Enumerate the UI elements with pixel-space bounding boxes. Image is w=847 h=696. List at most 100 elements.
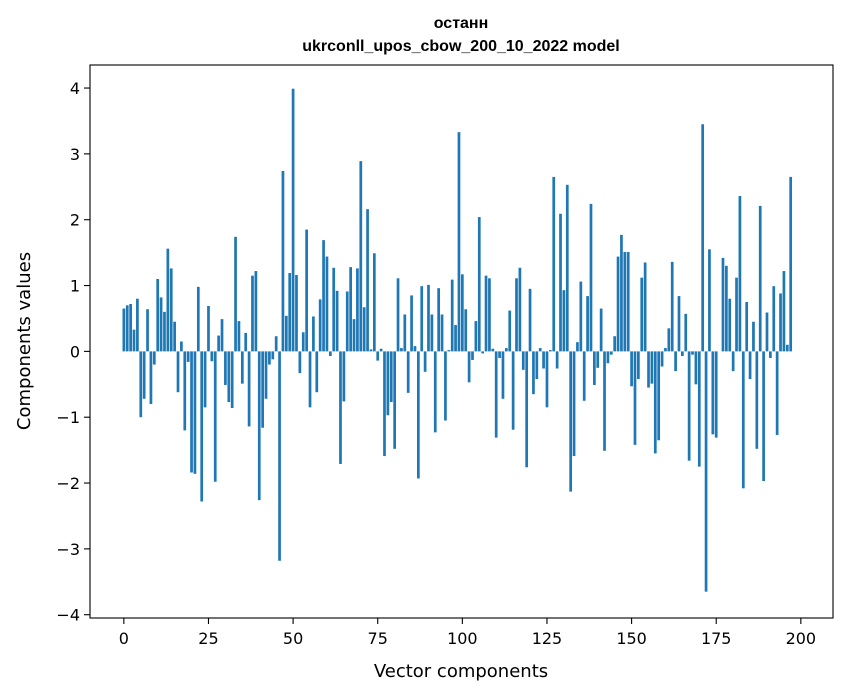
bar-104 (474, 321, 478, 352)
bar-95 (444, 351, 447, 421)
bar-41 (261, 351, 264, 428)
bar-138 (589, 203, 593, 352)
bar-148 (623, 251, 627, 352)
x-tick-label-100: 100 (447, 629, 478, 648)
bar-119 (525, 351, 529, 468)
bar-164 (677, 296, 681, 352)
bar-120 (528, 288, 532, 352)
bar-69 (356, 268, 359, 352)
bar-43 (268, 351, 271, 365)
bar-162 (670, 261, 674, 352)
bar-39 (254, 271, 258, 352)
bar-78 (386, 351, 390, 416)
bar-97 (450, 279, 454, 352)
bar-89 (423, 351, 427, 372)
bar-167 (687, 351, 691, 461)
bar-77 (383, 351, 386, 457)
bars-group (122, 88, 793, 592)
bar-180 (731, 351, 735, 372)
x-axis-label: Vector components (374, 661, 548, 682)
bar-150 (630, 351, 633, 387)
bar-7 (146, 309, 149, 352)
bar-24 (203, 351, 207, 408)
bar-130 (562, 290, 566, 352)
bar-28 (217, 335, 220, 352)
bar-166 (684, 313, 688, 352)
bar-177 (721, 257, 725, 352)
bar-90 (427, 284, 430, 352)
bar-36 (244, 332, 248, 352)
y-tick-label-0: 0 (70, 342, 80, 361)
y-tick-label-2: 2 (70, 211, 80, 230)
bar-30 (224, 351, 227, 385)
bar-88 (420, 286, 424, 352)
bar-186 (752, 321, 755, 352)
bar-147 (620, 234, 623, 352)
bar-155 (647, 351, 650, 388)
bar-85 (410, 295, 413, 352)
x-tick-label-150: 150 (616, 629, 647, 648)
bar-74 (372, 253, 376, 352)
bar-51 (295, 275, 298, 352)
bar-109 (491, 348, 495, 352)
bar-29 (220, 319, 224, 352)
bar-100 (460, 274, 464, 352)
bar-160 (664, 348, 667, 352)
bar-63 (335, 290, 339, 352)
bar-44 (271, 351, 275, 360)
bar-179 (728, 298, 732, 352)
bar-146 (616, 256, 620, 352)
bar-70 (359, 161, 363, 352)
bar-26 (210, 351, 214, 362)
bar-102 (467, 351, 471, 383)
bar-169 (694, 351, 698, 385)
bar-58 (318, 299, 322, 352)
bar-82 (400, 348, 403, 352)
bar-129 (559, 213, 562, 352)
bar-96 (447, 350, 451, 352)
bar-4 (136, 298, 139, 352)
bar-112 (501, 351, 505, 399)
bar-18 (183, 351, 187, 431)
y-tick-label-1: 1 (70, 277, 80, 296)
bar-11 (159, 297, 163, 352)
x-tick-label-125: 125 (532, 629, 563, 648)
bar-34 (237, 321, 241, 352)
bar-117 (518, 267, 522, 352)
bar-185 (748, 351, 752, 380)
bar-114 (508, 310, 512, 352)
bar-0 (122, 308, 126, 352)
bar-152 (637, 351, 640, 380)
bar-92 (433, 351, 437, 433)
bar-189 (762, 351, 765, 482)
bar-47 (281, 170, 285, 352)
y-tick-label-3: 3 (70, 145, 80, 164)
bar-133 (572, 351, 576, 457)
bar-136 (582, 351, 586, 401)
bar-192 (772, 286, 776, 352)
bar-55 (308, 351, 312, 408)
bar-151 (633, 351, 637, 445)
bar-163 (674, 351, 677, 372)
bar-25 (207, 305, 210, 352)
bar-178 (725, 265, 728, 352)
bar-31 (227, 351, 231, 403)
bar-159 (660, 351, 664, 367)
bar-132 (569, 351, 573, 492)
bar-53 (301, 332, 305, 352)
bar-52 (298, 351, 302, 374)
bar-183 (741, 351, 745, 489)
bar-197 (789, 176, 793, 352)
bar-182 (738, 196, 742, 352)
bar-71 (362, 307, 366, 352)
bar-196 (785, 344, 789, 352)
bar-195 (782, 271, 786, 352)
bar-194 (779, 293, 782, 352)
bar-127 (552, 176, 556, 352)
bar-110 (494, 351, 498, 438)
bar-68 (352, 319, 356, 352)
bar-45 (274, 336, 278, 352)
bar-106 (481, 351, 485, 354)
y-tick-label-4: 4 (70, 79, 80, 98)
bar-181 (735, 277, 738, 352)
